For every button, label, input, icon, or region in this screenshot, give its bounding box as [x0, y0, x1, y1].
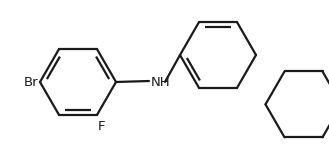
Text: NH: NH: [151, 76, 171, 88]
Text: Br: Br: [23, 76, 38, 88]
Text: F: F: [98, 120, 106, 133]
